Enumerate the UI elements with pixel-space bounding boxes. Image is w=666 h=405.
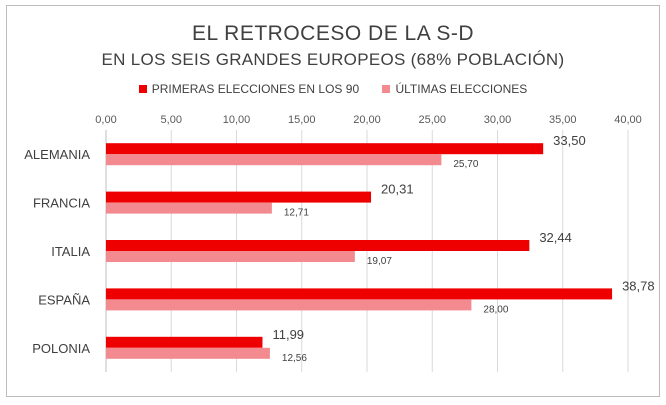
data-label: 25,70 [453,159,478,170]
bar-1-italia [106,240,530,251]
data-label: 33,50 [553,133,586,148]
bar-1-francia [106,191,372,203]
data-label: 28,00 [483,304,508,315]
category-label: ITALIA [51,244,90,259]
bar-2-polonia [106,347,270,359]
data-label: 20,31 [381,182,414,197]
bar-2-italia [106,251,355,262]
bar-2-alemania [106,154,442,166]
category-label: ESPAÑA [38,292,90,307]
legend-label-series-2: ÚLTIMAS ELECCIONES [395,82,528,96]
data-label: 12,56 [282,353,307,364]
bar-2-francia [106,202,272,214]
bar-1-españa [106,288,613,300]
bar-2-españa [106,299,472,311]
category-label: FRANCIA [33,196,90,211]
bar-1-polonia [106,336,263,348]
x-tick-label: 35,00 [549,114,577,126]
data-label: 12,71 [284,208,309,219]
legend-item-series-1: PRIMERAS ELECCIONES EN LOS 90 [138,82,360,96]
x-axis-ticks: 0,00 5,00 10,00 15,00 20,00 25,00 30,00 35,00 40… [95,114,641,126]
x-tick-label: 40,00 [614,114,642,126]
legend: PRIMERAS ELECCIONES EN LOS 90 ÚLTIMAS EL… [0,82,666,96]
bar-1-alemania [106,143,544,155]
x-tick-label: 0,00 [95,114,116,126]
chart-title: EL RETROCESO DE LA S-D [191,22,475,45]
chart-subtitle: EN LOS SEIS GRANDES EUROPEOS (68% POBLAC… [101,50,565,69]
data-label: 32,44 [539,230,572,245]
data-label: 38,78 [622,278,655,293]
legend-label-series-1: PRIMERAS ELECCIONES EN LOS 90 [151,82,360,96]
x-tick-label: 15,00 [288,114,316,126]
category-label: ALEMANIA [24,147,90,162]
legend-item-series-2: ÚLTIMAS ELECCIONES [382,82,527,96]
x-tick-label: 5,00 [161,114,182,126]
data-label: 19,07 [367,256,392,267]
category-labels: ALEMANIA FRANCIA ITALIA ESPAÑA POLONIA [24,147,90,356]
data-label: 11,99 [272,327,304,342]
legend-swatch-series-2 [382,85,391,93]
x-tick-label: 30,00 [484,114,512,126]
x-tick-label: 20,00 [353,114,381,126]
x-tick-label: 10,00 [223,114,251,126]
legend-swatch-series-1 [138,85,147,93]
data-labels: 33,50 25,70 20,31 12,71 32,44 19,07 38,78 28,00… [272,133,654,364]
x-tick-label: 25,00 [418,114,446,126]
bars [106,143,613,359]
category-label: POLONIA [32,341,90,356]
